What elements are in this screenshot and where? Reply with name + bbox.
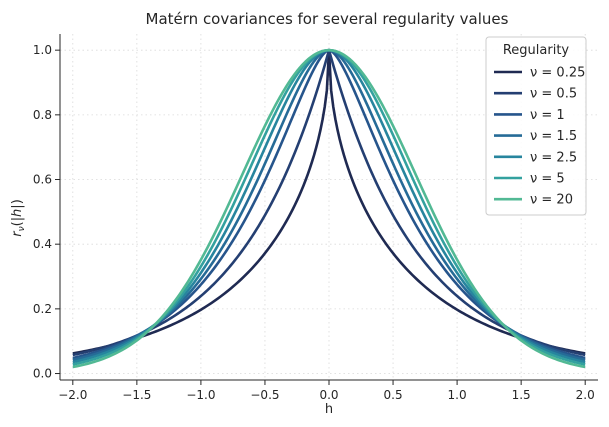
x-tick-label: −1.5 xyxy=(122,388,151,402)
x-axis-label: h xyxy=(325,402,333,417)
y-axis-label: rν(|h|) xyxy=(10,199,27,237)
legend: Regularity ν = 0.25 ν = 0.5 ν = 1 ν = 1.5 ν =… xyxy=(485,36,587,216)
x-tick-label: 1.5 xyxy=(512,388,531,402)
legend-label: ν = 2.5 xyxy=(530,150,577,165)
x-tick-label: 0.0 xyxy=(319,388,338,402)
legend-label: ν = 20 xyxy=(530,193,573,208)
legend-label: ν = 5 xyxy=(530,172,565,187)
y-axis: 0.0 0.2 0.4 0.6 0.8 1.0 xyxy=(33,34,61,381)
y-tick-label: 0.8 xyxy=(33,108,52,122)
x-tick-label: −0.5 xyxy=(250,388,279,402)
legend-title: Regularity xyxy=(503,43,570,58)
chart-title: Matérn covariances for several regularit… xyxy=(146,10,509,28)
series-line-6 xyxy=(72,48,586,369)
x-axis: −2.0 −1.5 −1.0 −0.5 0.0 0.5 1.0 1.5 2.0 xyxy=(58,379,598,402)
x-tick-label: 0.5 xyxy=(384,388,403,402)
y-tick-label: 0.2 xyxy=(33,302,52,316)
y-tick-label: 0.0 xyxy=(33,367,52,381)
y-tick-label: 0.6 xyxy=(33,173,52,187)
legend-label: ν = 0.5 xyxy=(530,87,577,102)
x-tick-label: 2.0 xyxy=(576,388,595,402)
x-tick-label: 1.0 xyxy=(448,388,467,402)
series-lines xyxy=(72,48,586,369)
legend-label: ν = 1.5 xyxy=(530,129,577,144)
legend-label: ν = 0.25 xyxy=(530,66,585,81)
grid xyxy=(60,34,598,380)
y-tick-label: 0.4 xyxy=(33,237,52,251)
legend-box xyxy=(485,36,587,216)
x-tick-label: −2.0 xyxy=(58,388,87,402)
y-tick-label: 1.0 xyxy=(33,43,52,57)
legend-label: ν = 1 xyxy=(530,108,565,123)
x-tick-label: −1.0 xyxy=(186,388,215,402)
